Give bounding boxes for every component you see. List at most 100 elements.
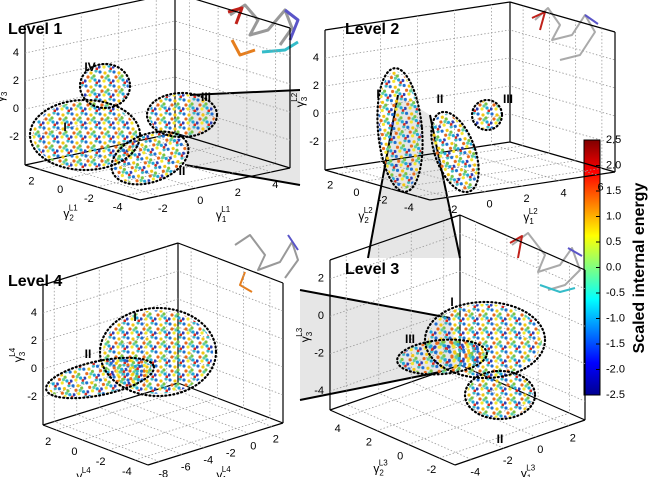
colorbar-tick-label: 0.5 [606, 236, 621, 248]
y-axis-label-symbol: γ [358, 209, 364, 223]
y-axis-label: γ2L3 [373, 459, 388, 477]
structure [227, 6, 244, 25]
axis-box [324, 169, 431, 201]
cluster-outline [78, 62, 132, 110]
cluster-label: II [437, 92, 444, 106]
y-tick-label: 2 [28, 175, 34, 187]
x-axis-label: γ1L1 [216, 205, 231, 224]
grid-line [134, 278, 271, 461]
colorbar-tick-label: 1.5 [606, 185, 621, 197]
x-axis-label-sub: 1 [222, 215, 227, 224]
x-axis-label-symbol: γ [216, 208, 222, 222]
y-axis-label-sup: L4 [82, 466, 91, 475]
grid-line [390, 20, 577, 190]
axis-box [174, 132, 291, 169]
y-tick-label: -2 [96, 456, 106, 468]
y-tick-label: -4 [122, 466, 132, 477]
structure [511, 232, 581, 291]
colorbar-tick-label: 0.0 [606, 261, 621, 273]
x-tick-label: 2 [523, 193, 529, 205]
cluster-outline [396, 338, 488, 376]
structure [539, 284, 576, 293]
z-tick-label: 0 [313, 108, 319, 120]
point-cloud [32, 101, 138, 169]
cluster-label: II [85, 347, 92, 361]
y-tick-label: 2 [327, 180, 333, 192]
grid-line [53, 281, 160, 462]
cluster-outline [98, 306, 218, 398]
y-axis-label-sup: L2 [364, 206, 373, 215]
y-tick-label: 0 [57, 184, 63, 196]
cluster-label: III [503, 92, 513, 106]
cluster-label: I [133, 310, 136, 324]
grid-line [24, 48, 291, 85]
z-axis-label-symbol: γ [0, 96, 7, 102]
grid-line [324, 113, 616, 145]
y-tick-label: -4 [113, 202, 123, 214]
z-axis-label-symbol: γ [298, 336, 312, 342]
z-axis-label-sub: 3 [18, 351, 27, 356]
y-axis-label: γ2L1 [63, 204, 78, 223]
z-axis-label: γ3L3 [295, 327, 314, 342]
panel-title: Level 2 [345, 21, 399, 38]
z-axis-label: γ3L4 [8, 347, 27, 362]
grid-line [329, 270, 586, 327]
colorbar-tick-label: -1.0 [606, 312, 625, 324]
x-tick-label: 0 [250, 440, 256, 452]
x-tick-label: 2 [273, 433, 279, 445]
x-tick-label: -4 [470, 466, 480, 477]
z-tick-label: -2 [9, 131, 19, 143]
structure [531, 11, 546, 31]
axis-box [42, 424, 149, 466]
x-axis-label-sup: L2 [529, 207, 538, 216]
axis-box [42, 242, 179, 286]
z-tick-label: 2 [313, 80, 319, 92]
y-axis-label: γ2L2 [358, 206, 373, 225]
cluster-outline [470, 98, 504, 132]
structure [509, 235, 523, 259]
structure [284, 8, 300, 41]
structure [234, 234, 299, 279]
grid-line [121, 260, 227, 441]
x-tick-label: 0 [486, 199, 492, 211]
grid-line [42, 270, 284, 314]
grid-line [76, 274, 182, 455]
x-tick-label: 4 [560, 187, 566, 199]
panel-title: Level 1 [8, 21, 62, 38]
y-axis-label-sup: L1 [69, 204, 78, 213]
point-cloud [81, 65, 129, 107]
z-tick-label: 2 [318, 273, 324, 285]
y-tick-label: 2 [45, 436, 51, 448]
cluster-label: IV [84, 60, 95, 74]
structure [567, 247, 583, 257]
x-tick-label: 2 [235, 187, 241, 199]
connector-line [184, 164, 301, 186]
x-tick-label: -8 [158, 468, 168, 477]
y-tick-label: 4 [335, 423, 341, 435]
axis-box [139, 167, 291, 201]
x-tick-label: 4 [272, 179, 278, 191]
axis-box [177, 242, 284, 284]
x-tick-label: -2 [503, 455, 513, 467]
z-tick-label: 4 [31, 307, 37, 319]
cluster-outline [376, 67, 424, 193]
grid-line [491, 4, 597, 176]
cluster-label: I [450, 295, 453, 309]
grid-line [42, 298, 284, 342]
x-tick-label: -4 [203, 454, 213, 466]
cluster-label: II [497, 432, 504, 446]
z-axis-label-symbol: γ [293, 101, 307, 107]
colorbar-tick-label: 2.0 [606, 159, 621, 171]
y-tick-label: 0 [353, 187, 359, 199]
y-tick-label: 0 [71, 446, 77, 458]
z-tick-label: 2 [13, 75, 19, 87]
x-tick-label: -2 [448, 204, 458, 216]
colorbar-tick-label: 1.0 [606, 210, 621, 222]
z-tick-label: 0 [318, 310, 324, 322]
structure [261, 40, 299, 54]
axis-box [177, 382, 284, 424]
structure [239, 271, 253, 293]
structure [584, 14, 599, 25]
z-axis-label-sub: 3 [0, 91, 9, 96]
grid-line [407, 249, 539, 445]
